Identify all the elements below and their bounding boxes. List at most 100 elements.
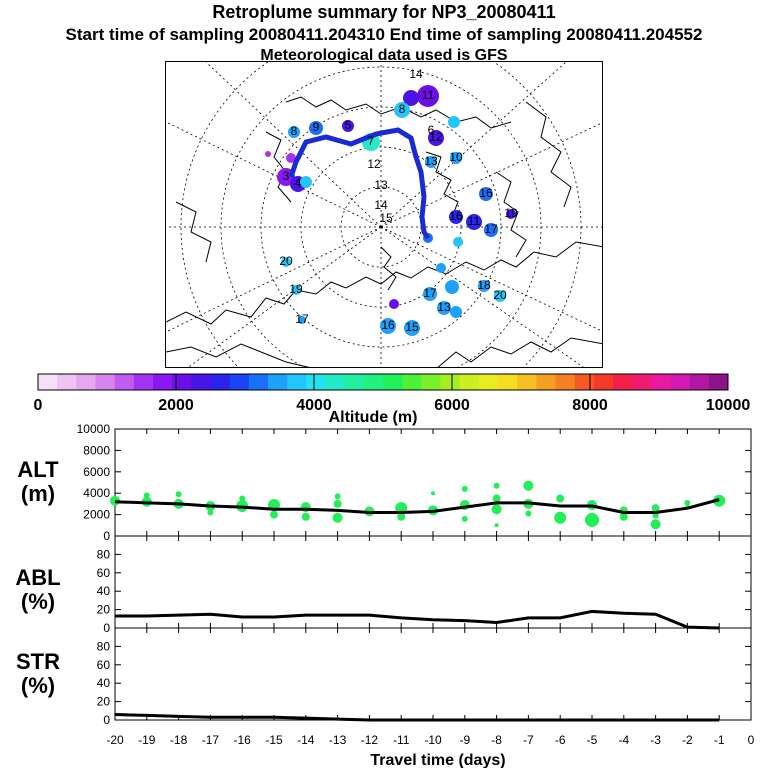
abl-ylabel: ABL [15,565,60,590]
map-label: 10 [449,150,463,164]
altitude-point [525,510,532,517]
alt-ylabel: ALT [17,457,59,482]
abl-yunit: (%) [21,589,55,614]
colorbar-cell [38,374,58,390]
map-label: 9 [313,120,320,134]
colorbar-cells [38,374,729,390]
map-label: 14 [374,198,388,212]
x-tick-label: -18 [170,733,188,747]
x-axis-label: Travel time (days) [370,752,505,768]
altitude-point [554,511,567,524]
sampling-time-line: Start time of sampling 20080411.204310 E… [65,25,703,44]
x-tick-label: -15 [265,733,283,747]
colorbar-cell [498,374,518,390]
altitude-point [461,515,468,522]
colorbar-tick-label: 0 [34,397,43,414]
y-tick-label: 0 [103,621,110,635]
colorbar-cell [478,374,499,390]
altitude-point [333,499,342,508]
x-tick-label: -10 [424,733,442,747]
met-data-line: Meteorological data used is GFS [260,47,508,64]
map-label: 8 [291,124,298,138]
map-label: 3 [283,169,290,183]
x-tick-label: -4 [618,733,629,747]
colorbar-cell [421,374,441,390]
colorbar-cell [689,374,710,390]
y-tick-label: 10000 [77,422,111,436]
altitude-point [431,491,435,496]
colorbar-cell [632,374,652,390]
x-tick-label: -3 [650,733,661,747]
map-label: 20 [493,288,507,302]
map-label: 13 [424,154,438,168]
colorbar-tick-label: 6000 [434,397,470,414]
altitude-point [491,504,502,515]
colorbar-cell [593,374,614,390]
colorbar-cell [210,374,231,390]
map-label: 14 [409,67,423,81]
map-label: 11 [422,88,435,102]
altitude-point [585,512,599,527]
colorbar-cell [402,374,422,390]
abl-series-line [115,609,720,630]
retroplume-track [288,127,431,240]
map-label: 12 [429,130,443,144]
colorbar-cell [344,374,365,390]
map-label: 17 [484,222,498,236]
map-label: 13 [437,300,451,314]
altitude-point [332,512,343,523]
map-label: 5 [345,118,352,132]
colorbar-cell [363,374,384,390]
alt-yunit: (m) [21,481,55,506]
colorbar-cell [76,374,96,390]
altitude-point [334,493,341,500]
colorbar-ticks: 0 2000 4000 6000 8000 10000 [34,374,751,414]
altitude-point [301,512,310,521]
colorbar-cell [459,374,480,390]
colorbar-cell [708,374,729,390]
map-label: 13 [374,178,388,192]
colorbar-label: Altitude (m) [329,409,418,426]
colorbar-cell [114,374,135,390]
altitude-point [651,504,660,513]
str-series-line [114,712,720,722]
y-tick-label: 60 [97,566,111,580]
x-tick-label: -20 [106,733,124,747]
y-tick-label: 8000 [83,443,110,457]
colorbar-tick-label: 10000 [706,397,751,414]
map-label: 19 [289,282,303,296]
y-tick-label: 0 [103,713,110,727]
altitude-point [270,510,278,519]
altitude-point [492,494,501,503]
altitude-point [143,492,150,499]
colorbar-cell [306,374,326,390]
map-label: 4 [295,176,302,190]
altitude-point [556,494,565,503]
str-ylabel: STR [16,649,60,674]
altitude-point [239,495,246,502]
altitude-point [494,523,499,528]
y-tick-label: 0 [103,529,110,543]
y-tick-label: 6000 [83,465,110,479]
altitude-point [175,491,182,498]
y-tick-label: 20 [97,695,111,709]
map-label: 11 [468,214,481,228]
colorbar-cell [555,374,576,390]
altitude-point [619,512,628,521]
colorbar-cell [172,374,192,390]
map-label: 16 [479,186,493,200]
x-tick-label: -11 [393,733,410,747]
colorbar-cell [268,374,288,390]
colorbar-cell [651,374,671,390]
polar-map: 14 13 14 12 15 8 11 12 7 6 11 13 10 17 1… [165,61,603,368]
x-tick-label: -12 [361,733,379,747]
y-tick-label: 60 [97,658,111,672]
x-tick-label: -13 [329,733,347,747]
y-tick-label: 2000 [83,508,110,522]
y-tick-label: 80 [97,639,111,653]
colorbar-cell [613,374,633,390]
str-yunit: (%) [21,673,55,698]
colorbar: 0 2000 4000 6000 8000 10000 Altitude (m) [34,373,751,426]
str-panel-frame [114,627,752,721]
colorbar-tick-label: 4000 [296,397,332,414]
